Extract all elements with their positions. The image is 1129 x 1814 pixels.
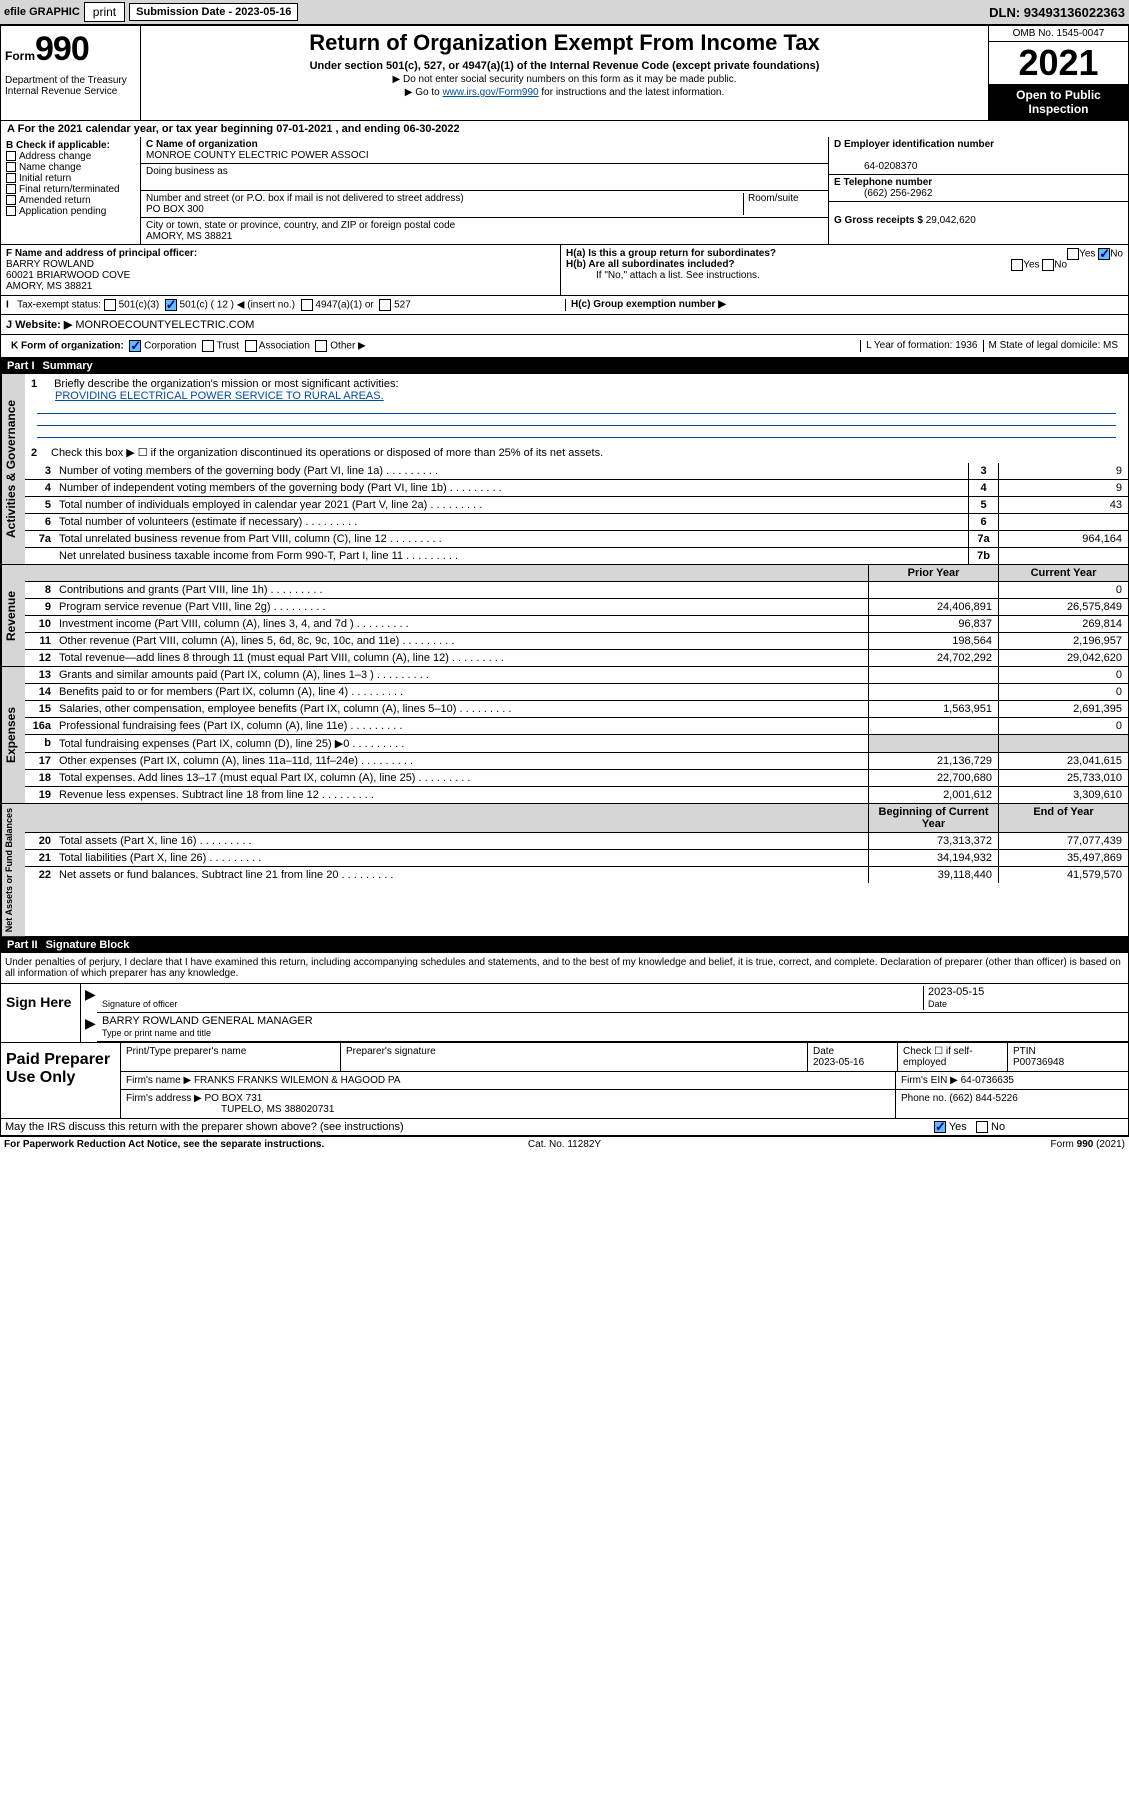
summary-row: 10 Investment income (Part VIII, column … bbox=[25, 616, 1128, 633]
summary-row: 5 Total number of individuals employed i… bbox=[25, 497, 1128, 514]
summary-row: 18 Total expenses. Add lines 13–17 (must… bbox=[25, 770, 1128, 787]
org-addr: PO BOX 300 bbox=[146, 204, 204, 215]
section-b: B Check if applicable: Address change Na… bbox=[1, 137, 141, 244]
summary-row: 20 Total assets (Part X, line 16) 73,313… bbox=[25, 833, 1128, 850]
phone: (662) 256-2962 bbox=[834, 188, 932, 199]
vert-gov: Activities & Governance bbox=[1, 374, 25, 564]
irs-link[interactable]: www.irs.gov/Form990 bbox=[442, 87, 538, 98]
summary-row: 15 Salaries, other compensation, employe… bbox=[25, 701, 1128, 718]
summary-row: 14 Benefits paid to or for members (Part… bbox=[25, 684, 1128, 701]
501c-checked bbox=[165, 299, 177, 311]
net-block: Net Assets or Fund Balances Beginning of… bbox=[1, 804, 1128, 937]
summary-row: 11 Other revenue (Part VIII, column (A),… bbox=[25, 633, 1128, 650]
firm-name: FRANKS FRANKS WILEMON & HAGOOD PA bbox=[194, 1075, 401, 1086]
sign-here-block: Sign Here Signature of officer 2023-05-1… bbox=[1, 984, 1128, 1043]
section-i-hc: I Tax-exempt status: 501(c)(3) 501(c) ( … bbox=[1, 296, 1128, 315]
exp-block: Expenses 13 Grants and similar amounts p… bbox=[1, 667, 1128, 804]
summary-row: 21 Total liabilities (Part X, line 26) 3… bbox=[25, 850, 1128, 867]
part2-header: Part II Signature Block bbox=[1, 937, 1128, 953]
vert-exp: Expenses bbox=[1, 667, 25, 803]
gov-block: Activities & Governance 1 Briefly descri… bbox=[1, 374, 1128, 565]
sig-date: 2023-05-15 bbox=[928, 986, 984, 998]
declaration: Under penalties of perjury, I declare th… bbox=[1, 953, 1128, 984]
ck-amended[interactable]: Amended return bbox=[6, 195, 135, 206]
ck-address[interactable]: Address change bbox=[6, 151, 135, 162]
section-c: C Name of organizationMONROE COUNTY ELEC… bbox=[141, 137, 828, 244]
submission-date: Submission Date - 2023-05-16 bbox=[129, 3, 298, 21]
summary-row: 22 Net assets or fund balances. Subtract… bbox=[25, 867, 1128, 883]
summary-row: 6 Total number of volunteers (estimate i… bbox=[25, 514, 1128, 531]
gross-receipts: 29,042,620 bbox=[926, 215, 976, 226]
section-j: J Website: ▶ MONROECOUNTYELECTRIC.COM bbox=[1, 315, 1128, 335]
rev-block: Revenue Prior Year Current Year 8 Contri… bbox=[1, 565, 1128, 667]
print-button[interactable]: print bbox=[84, 2, 125, 22]
summary-row: 4 Number of independent voting members o… bbox=[25, 480, 1128, 497]
summary-row: Net unrelated business taxable income fr… bbox=[25, 548, 1128, 564]
section-defg: D Employer identification number64-02083… bbox=[828, 137, 1128, 244]
ein: 64-0208370 bbox=[834, 161, 917, 172]
section-klm: K Form of organization: Corporation Trus… bbox=[1, 335, 1128, 358]
vert-net: Net Assets or Fund Balances bbox=[1, 804, 25, 936]
dept-label: Department of the Treasury Internal Reve… bbox=[5, 75, 136, 97]
ck-name[interactable]: Name change bbox=[6, 162, 135, 173]
form-title: Return of Organization Exempt From Incom… bbox=[145, 30, 984, 56]
firm-ein: 64-0736635 bbox=[961, 1075, 1014, 1086]
website: MONROECOUNTYELECTRIC.COM bbox=[75, 319, 254, 331]
ha-no-checked bbox=[1098, 248, 1110, 260]
year-formation: L Year of formation: 1936 bbox=[860, 340, 982, 352]
topbar: efile GRAPHIC print Submission Date - 20… bbox=[0, 0, 1129, 25]
vert-rev: Revenue bbox=[1, 565, 25, 666]
efile-label: efile GRAPHIC bbox=[4, 6, 80, 18]
tax-year: 2021 bbox=[989, 42, 1128, 84]
form-number: Form990 bbox=[5, 30, 136, 69]
period-row: A For the 2021 calendar year, or tax yea… bbox=[1, 121, 1128, 137]
summary-row: 9 Program service revenue (Part VIII, li… bbox=[25, 599, 1128, 616]
corp-checked bbox=[129, 340, 141, 352]
form-header: Form990 Department of the Treasury Inter… bbox=[1, 26, 1128, 121]
form-subtitle: Under section 501(c), 527, or 4947(a)(1)… bbox=[145, 60, 984, 72]
summary-row: 7a Total unrelated business revenue from… bbox=[25, 531, 1128, 548]
summary-row: b Total fundraising expenses (Part IX, c… bbox=[25, 735, 1128, 753]
part1-header: Part I Summary bbox=[1, 358, 1128, 374]
note-link: ▶ Go to www.irs.gov/Form990 for instruct… bbox=[145, 87, 984, 98]
summary-row: 8 Contributions and grants (Part VIII, l… bbox=[25, 582, 1128, 599]
prep-date: 2023-05-16 bbox=[813, 1057, 864, 1068]
summary-row: 12 Total revenue—add lines 8 through 11 … bbox=[25, 650, 1128, 666]
balance-header-row: Beginning of Current Year End of Year bbox=[25, 804, 1128, 833]
officer-name: BARRY ROWLAND bbox=[6, 259, 94, 270]
ck-pending[interactable]: Application pending bbox=[6, 206, 135, 217]
form-container: Form990 Department of the Treasury Inter… bbox=[0, 25, 1129, 1137]
ck-initial[interactable]: Initial return bbox=[6, 173, 135, 184]
org-city: AMORY, MS 38821 bbox=[146, 231, 232, 242]
ptin: P00736948 bbox=[1013, 1057, 1064, 1068]
dln: DLN: 93493136022363 bbox=[989, 5, 1125, 20]
ck-final[interactable]: Final return/terminated bbox=[6, 184, 135, 195]
summary-row: 17 Other expenses (Part IX, column (A), … bbox=[25, 753, 1128, 770]
summary-row: 16a Professional fundraising fees (Part … bbox=[25, 718, 1128, 735]
discuss-row: May the IRS discuss this return with the… bbox=[1, 1119, 1128, 1136]
mission-text: PROVIDING ELECTRICAL POWER SERVICE TO RU… bbox=[31, 390, 384, 402]
org-name: MONROE COUNTY ELECTRIC POWER ASSOCI bbox=[146, 150, 369, 161]
discuss-yes bbox=[934, 1121, 946, 1133]
section-bcdefg: B Check if applicable: Address change Na… bbox=[1, 137, 1128, 245]
note-ssn: ▶ Do not enter social security numbers o… bbox=[145, 74, 984, 85]
summary-row: 13 Grants and similar amounts paid (Part… bbox=[25, 667, 1128, 684]
paid-preparer-block: Paid Preparer Use Only Print/Type prepar… bbox=[1, 1043, 1128, 1119]
summary-row: 3 Number of voting members of the govern… bbox=[25, 463, 1128, 480]
year-header-row: Prior Year Current Year bbox=[25, 565, 1128, 582]
state-domicile: M State of legal domicile: MS bbox=[983, 340, 1124, 352]
summary-row: 19 Revenue less expenses. Subtract line … bbox=[25, 787, 1128, 803]
omb-number: OMB No. 1545-0047 bbox=[989, 26, 1128, 42]
open-inspection: Open to Public Inspection bbox=[989, 84, 1128, 120]
footer: For Paperwork Reduction Act Notice, see … bbox=[0, 1137, 1129, 1152]
prep-phone: (662) 844-5226 bbox=[949, 1093, 1017, 1104]
section-fh: F Name and address of principal officer:… bbox=[1, 245, 1128, 296]
officer-sig-name: BARRY ROWLAND GENERAL MANAGER bbox=[102, 1015, 313, 1027]
